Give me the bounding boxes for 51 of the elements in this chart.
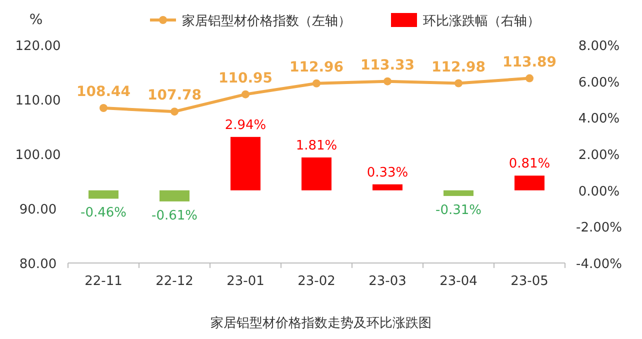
data-label: -0.46% <box>80 206 126 221</box>
y2-tick-label: 4.00% <box>578 112 620 127</box>
text: 家居铝型材价格指数走势及环比涨跌图 <box>210 315 432 331</box>
bar <box>372 184 402 190</box>
data-label: 112.98 <box>431 59 486 76</box>
y-tick-label: 110.00 <box>15 94 61 108</box>
bar <box>514 176 544 190</box>
y2-tick-label: 0.00% <box>578 184 620 200</box>
legend-label: 家居铝型材价格指数（左轴） <box>182 13 351 29</box>
data-label: 108.44 <box>76 84 131 100</box>
data-label: 112.96 <box>289 59 344 76</box>
data-label: 110.95 <box>218 70 273 86</box>
y2-tick-label: -4.00% <box>576 257 622 272</box>
point <box>100 104 108 112</box>
point <box>454 79 462 88</box>
point <box>312 79 320 88</box>
x-tick-label: 23-02 <box>298 274 336 289</box>
data-label: 0.81% <box>508 156 550 172</box>
data-label: 113.89 <box>502 54 557 70</box>
bar <box>88 190 118 199</box>
x-tick-label: 22-12 <box>156 274 194 289</box>
y2-tick-label: 2.00% <box>578 148 620 163</box>
x-tick-label: 23-03 <box>368 274 406 289</box>
bar <box>444 190 474 196</box>
point <box>384 77 392 86</box>
y-axis-title: % <box>29 12 43 28</box>
data-label: -0.61% <box>152 208 198 224</box>
data-label: 0.33% <box>366 165 408 180</box>
x-tick-label: 23-05 <box>510 274 548 289</box>
x-tick-label: 23-01 <box>226 274 264 289</box>
bar <box>230 136 260 190</box>
y2-tick-label: -2.00% <box>576 220 622 236</box>
point <box>526 74 534 82</box>
y-tick-label: 120.00 <box>15 39 61 54</box>
x-tick-label: 22-11 <box>84 274 122 289</box>
y2-tick-label: 6.00% <box>578 75 620 90</box>
data-label: -0.31% <box>436 202 482 218</box>
y-tick-label: 80.00 <box>19 257 57 272</box>
y-tick-label: 90.00 <box>19 202 57 218</box>
x-tick-label: 23-04 <box>440 274 478 289</box>
data-label: 2.94% <box>224 118 266 133</box>
bar <box>160 190 190 202</box>
point <box>242 90 250 98</box>
point <box>170 108 178 116</box>
y-tick-label: 100.00 <box>15 148 61 163</box>
bar <box>302 157 332 190</box>
data-label: 113.33 <box>360 57 415 74</box>
legend-label: 环比涨跌幅（右轴） <box>423 14 540 29</box>
y2-tick-label: 8.00% <box>578 39 620 54</box>
data-label: 1.81% <box>296 138 338 154</box>
data-label: 107.78 <box>147 88 202 104</box>
